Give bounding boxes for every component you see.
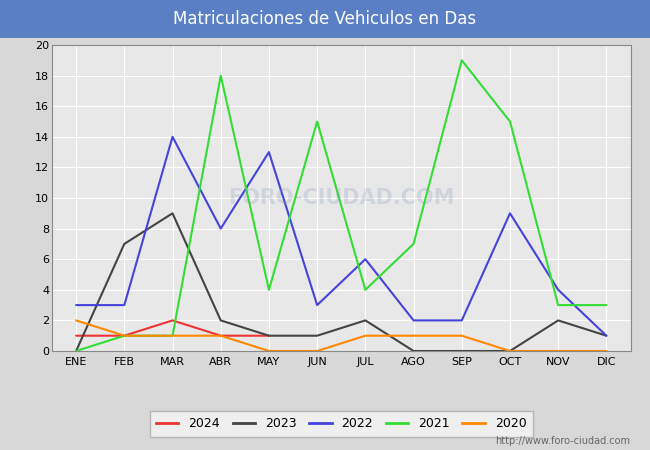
Legend: 2024, 2023, 2022, 2021, 2020: 2024, 2023, 2022, 2021, 2020 bbox=[150, 411, 533, 436]
Text: FORO-CIUDAD.COM: FORO-CIUDAD.COM bbox=[228, 188, 454, 208]
Text: http://www.foro-ciudad.com: http://www.foro-ciudad.com bbox=[495, 436, 630, 446]
Text: Matriculaciones de Vehiculos en Das: Matriculaciones de Vehiculos en Das bbox=[174, 10, 476, 28]
